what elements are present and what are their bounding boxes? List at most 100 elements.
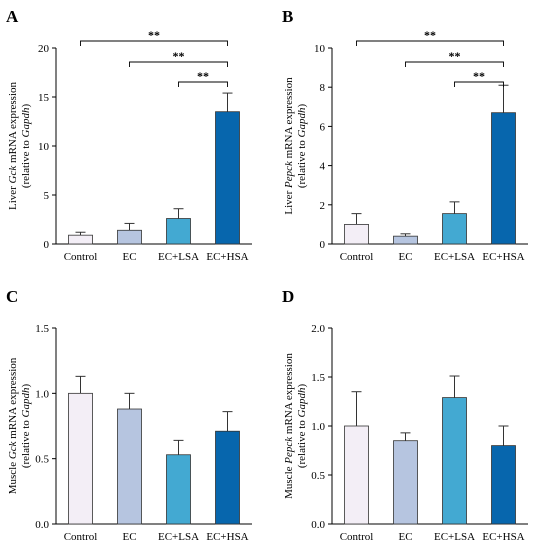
significance-label: ** bbox=[197, 69, 209, 83]
y-tick-label: 2.0 bbox=[311, 323, 325, 335]
chart-panel-b: B 0 2 4 6 8 10 Liver Pepck mRNA expression(rela… bbox=[282, 7, 528, 263]
y-axis-label-part: Liver bbox=[283, 188, 295, 215]
significance-label: ** bbox=[173, 49, 185, 63]
y-axis-label-part: Muscle bbox=[7, 459, 19, 494]
y-tick-label: 1.5 bbox=[311, 372, 325, 384]
y-axis-label: Liver Pepck mRNA expression(relative to … bbox=[283, 77, 308, 215]
y-axis-label-part: mRNA expression bbox=[283, 353, 295, 437]
y-axis-label-part: ) bbox=[296, 384, 308, 388]
y-tick-label: 5 bbox=[44, 190, 50, 202]
y-axis-label-line-1: Liver Gck mRNA expression bbox=[7, 81, 19, 210]
y-axis-label: Muscle Pepck mRNA expression(relative to… bbox=[283, 353, 308, 499]
y-axis-label-part: Gapdh bbox=[296, 387, 308, 417]
bar-ec-lsa bbox=[442, 213, 467, 245]
y-tick-label: 8 bbox=[320, 82, 326, 94]
y-axis-label-part: Gapdh bbox=[20, 387, 32, 417]
x-tick-label: EC+HSA bbox=[206, 251, 248, 263]
y-axis-label-line-1: Muscle Pepck mRNA expression bbox=[283, 353, 295, 499]
significance-bracket bbox=[356, 40, 504, 46]
y-tick-label: 10 bbox=[314, 43, 326, 55]
y-axis-label-part: (relative to bbox=[296, 137, 308, 188]
y-axis-label: Muscle Gck mRNA expression(relative to G… bbox=[7, 357, 32, 494]
x-tick-label: Control bbox=[340, 531, 374, 543]
y-axis-label-part: Gapdh bbox=[20, 107, 32, 137]
y-tick-label: 0 bbox=[320, 239, 326, 251]
panel-letter-b: B bbox=[282, 7, 293, 26]
x-tick-label: EC+LSA bbox=[434, 531, 475, 543]
x-tick-label: EC+LSA bbox=[158, 251, 199, 263]
y-tick-label: 10 bbox=[38, 141, 50, 153]
y-axis-label: Liver Gck mRNA expression(relative to Ga… bbox=[7, 81, 32, 210]
panel-letter-d: D bbox=[282, 287, 294, 306]
bar-control bbox=[344, 223, 369, 245]
panel-b: B 0 2 4 6 8 10 Liver Pepck mRNA expression(rela… bbox=[276, 0, 546, 270]
significance-bracket bbox=[454, 81, 504, 87]
y-axis-label-part: (relative to bbox=[296, 417, 308, 468]
x-tick-label: EC+HSA bbox=[206, 531, 248, 543]
chart-panel-d: D 0.0 0.5 1.0 1.5 2.0 Muscle Pepck mRNA expres… bbox=[282, 287, 528, 543]
y-axis-label-part: (relative to bbox=[20, 417, 32, 468]
bar-control bbox=[68, 392, 93, 525]
y-axis-label-part: Pepck bbox=[283, 160, 295, 189]
y-axis-label-line-1: Muscle Gck mRNA expression bbox=[7, 357, 19, 494]
y-axis-label-part: (relative to bbox=[20, 137, 32, 188]
significance-label: ** bbox=[424, 28, 436, 42]
significance-label: ** bbox=[473, 69, 485, 83]
x-tick-label: Control bbox=[64, 531, 98, 543]
y-axis-label-part: mRNA expression bbox=[7, 81, 19, 165]
y-axis-label-line-2: (relative to Gapdh) bbox=[20, 104, 32, 189]
y-axis-label-part: Liver bbox=[7, 183, 19, 210]
y-axis-label-part: ) bbox=[20, 384, 32, 388]
y-axis-label-part: Gck bbox=[7, 440, 19, 459]
bar-ec bbox=[393, 440, 418, 525]
chart-panel-a: A 0 5 10 15 20 Liver Gck mRNA expression(relat… bbox=[6, 7, 252, 263]
bar-ec-hsa bbox=[491, 445, 516, 525]
bar-ec-lsa bbox=[442, 397, 467, 525]
bar-ec-hsa bbox=[215, 430, 240, 525]
significance-bracket bbox=[178, 81, 228, 87]
y-axis-label-part: Muscle bbox=[283, 464, 295, 499]
x-tick-label: EC+HSA bbox=[482, 531, 524, 543]
y-axis-label-part: Pepck bbox=[283, 436, 295, 465]
y-axis-label-line-1: Liver Pepck mRNA expression bbox=[283, 77, 295, 215]
y-axis-label-part: Gck bbox=[7, 165, 19, 184]
x-tick-label: EC+HSA bbox=[482, 251, 524, 263]
y-axis-label-line-2: (relative to Gapdh) bbox=[296, 104, 308, 189]
y-tick-label: 20 bbox=[38, 43, 50, 55]
significance-label: ** bbox=[148, 28, 160, 42]
x-tick-label: EC bbox=[398, 251, 412, 263]
panel-d: D 0.0 0.5 1.0 1.5 2.0 Muscle Pepck mRNA expres… bbox=[276, 280, 546, 550]
bar-ec-lsa bbox=[166, 218, 191, 245]
bar-control bbox=[68, 234, 93, 245]
panel-letter-a: A bbox=[6, 7, 19, 26]
y-axis-label-line-2: (relative to Gapdh) bbox=[20, 384, 32, 469]
y-tick-label: 15 bbox=[38, 92, 50, 104]
y-tick-label: 4 bbox=[320, 161, 326, 173]
y-axis-label-part: ) bbox=[296, 104, 308, 108]
x-tick-label: EC bbox=[398, 531, 412, 543]
bar-ec-hsa bbox=[215, 111, 240, 245]
y-axis-label-part: ) bbox=[20, 104, 32, 108]
bar-ec bbox=[393, 235, 418, 245]
significance-bracket bbox=[80, 40, 228, 46]
bar-control bbox=[344, 425, 369, 525]
y-tick-label: 6 bbox=[320, 121, 326, 133]
bar-ec bbox=[117, 408, 142, 525]
bar-ec bbox=[117, 229, 142, 245]
y-axis-label-part: mRNA expression bbox=[283, 77, 295, 161]
bar-ec-lsa bbox=[166, 454, 191, 525]
x-tick-label: EC+LSA bbox=[158, 531, 199, 543]
y-tick-label: 1.5 bbox=[35, 323, 49, 335]
significance-bracket bbox=[405, 61, 504, 67]
chart-panel-c: C 0.0 0.5 1.0 1.5 Muscle Gck mRNA expression(… bbox=[6, 287, 252, 543]
y-axis-label-part: mRNA expression bbox=[7, 357, 19, 441]
y-tick-label: 0.0 bbox=[311, 519, 325, 531]
y-tick-label: 0.5 bbox=[35, 454, 49, 466]
panel-letter-c: C bbox=[6, 287, 18, 306]
bar-ec-hsa bbox=[491, 112, 516, 245]
significance-bracket bbox=[129, 61, 228, 67]
y-tick-label: 0.5 bbox=[311, 470, 325, 482]
panel-c: C 0.0 0.5 1.0 1.5 Muscle Gck mRNA expression(… bbox=[0, 280, 270, 550]
x-tick-label: Control bbox=[64, 251, 98, 263]
y-tick-label: 1.0 bbox=[35, 388, 49, 400]
